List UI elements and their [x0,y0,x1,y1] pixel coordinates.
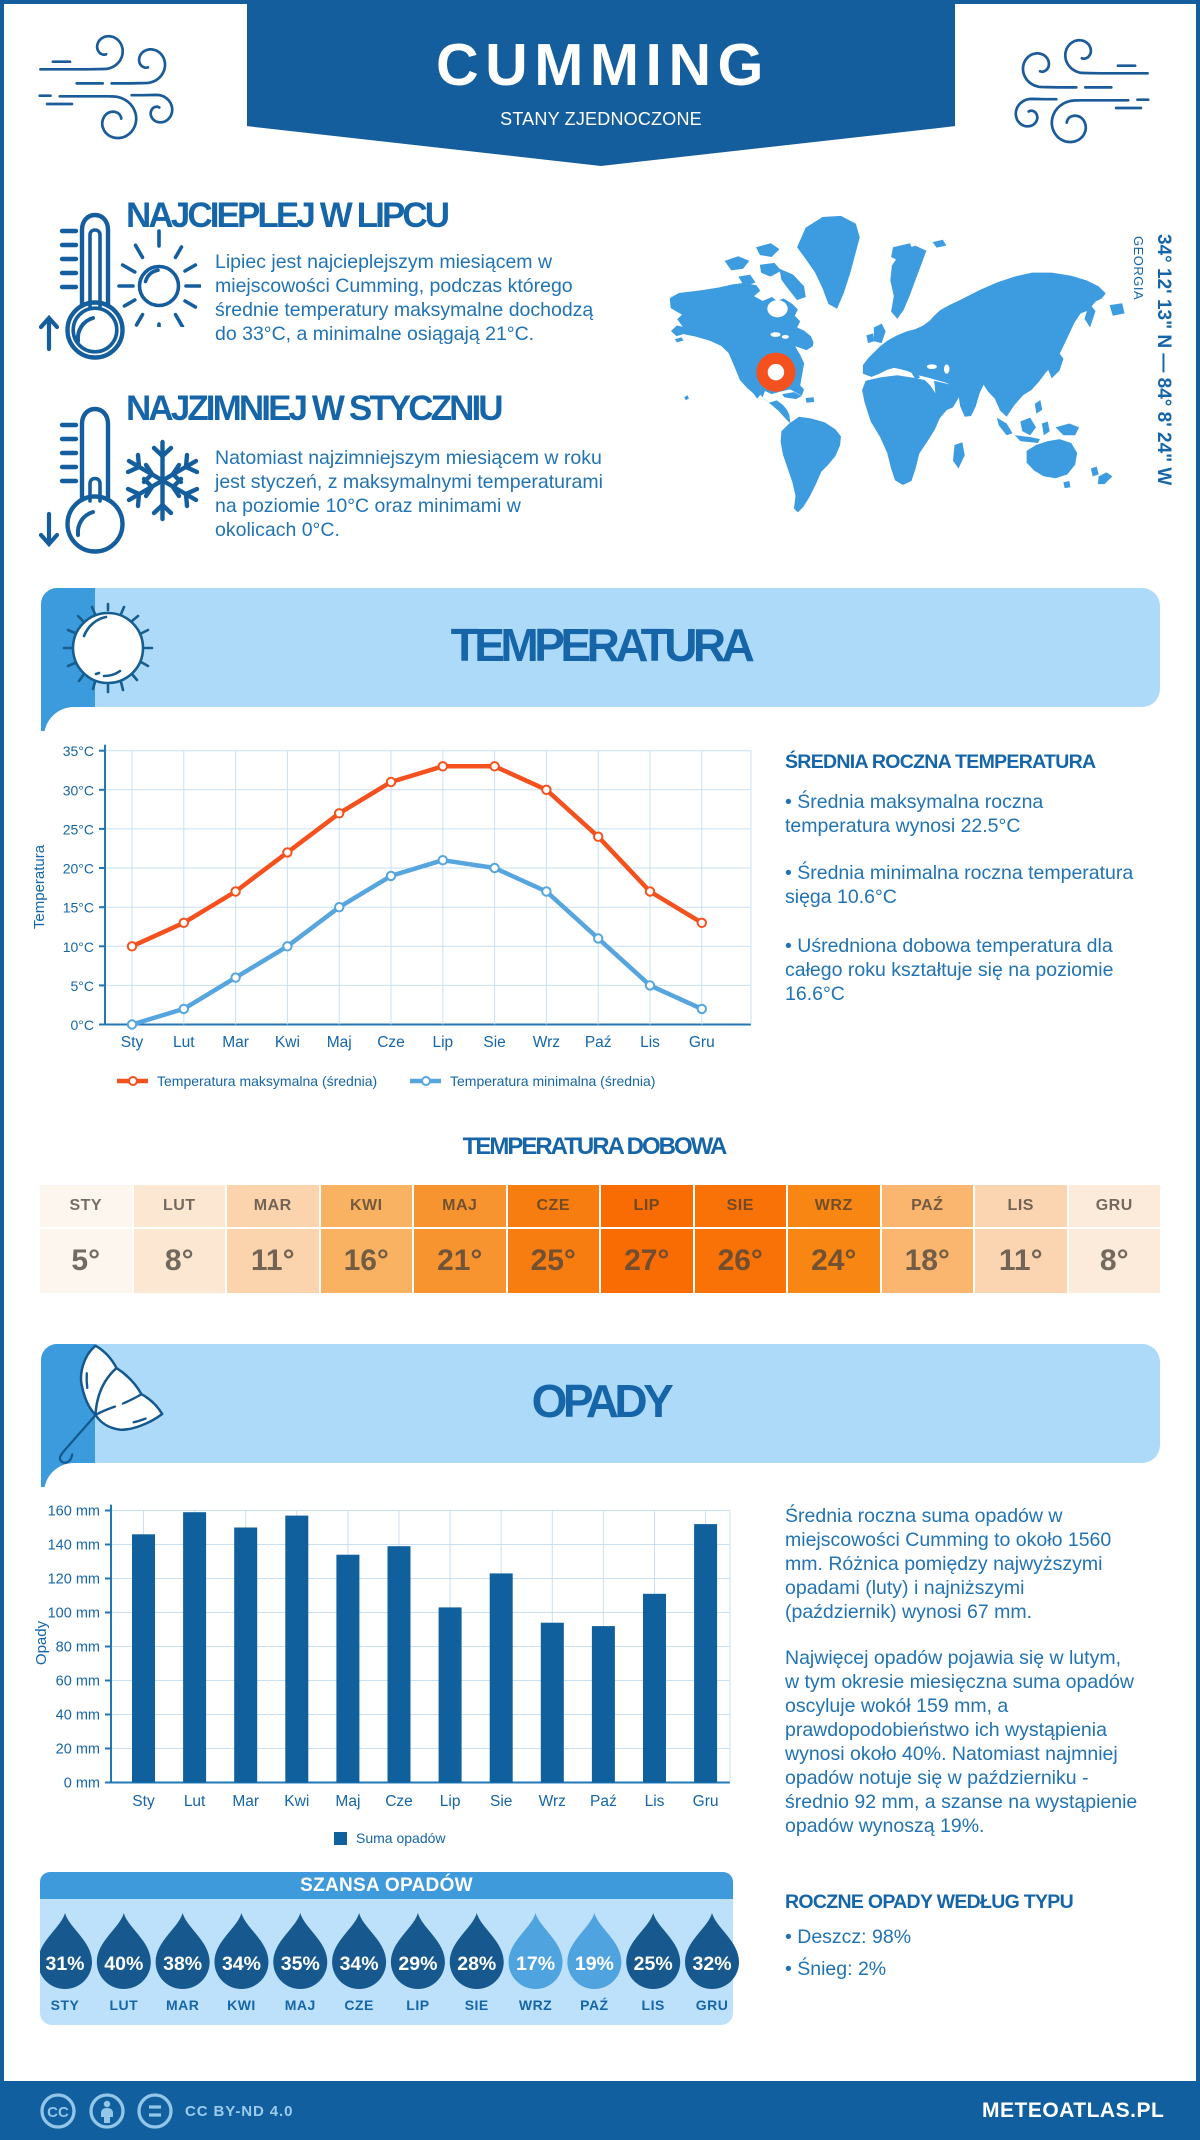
svg-text:KWI: KWI [227,1997,256,2013]
svg-text:Cze: Cze [385,1793,413,1810]
svg-text:CZE: CZE [344,1997,374,2013]
svg-text:38%: 38% [163,1953,202,1975]
svg-text:20 mm: 20 mm [56,1742,100,1758]
svg-text:60 mm: 60 mm [56,1674,100,1690]
svg-text:140 mm: 140 mm [48,1538,100,1554]
svg-text:100 mm: 100 mm [48,1606,100,1622]
svg-text:Sty: Sty [132,1793,155,1810]
svg-text:Paź: Paź [590,1793,617,1810]
svg-text:LIS: LIS [642,1997,665,2013]
svg-text:CC: CC [47,2104,69,2121]
svg-text:LIP: LIP [406,1997,429,2013]
svg-text:Mar: Mar [222,1034,249,1051]
svg-text:17%: 17% [516,1953,555,1975]
svg-text:32%: 32% [693,1953,732,1975]
svg-text:Lip: Lip [432,1034,453,1051]
svg-text:Gru: Gru [693,1793,719,1810]
svg-text:28%: 28% [457,1953,496,1975]
svg-text:160 mm: 160 mm [48,1504,100,1520]
svg-text:10°C: 10°C [63,939,94,955]
svg-text:Maj: Maj [327,1034,352,1051]
svg-text:Lis: Lis [640,1034,660,1051]
svg-text:0°C: 0°C [71,1017,95,1033]
svg-text:Sie: Sie [483,1034,505,1051]
svg-text:40%: 40% [104,1953,143,1975]
svg-text:LUT: LUT [109,1997,138,2013]
svg-text:Mar: Mar [232,1793,259,1810]
svg-text:19%: 19% [575,1953,614,1975]
svg-text:35%: 35% [281,1953,320,1975]
svg-text:Suma opadów: Suma opadów [356,1830,446,1846]
svg-text:WRZ: WRZ [519,1997,552,2013]
svg-text:Kwi: Kwi [284,1793,309,1810]
svg-text:80 mm: 80 mm [56,1640,100,1656]
svg-text:34%: 34% [222,1953,261,1975]
svg-text:STY: STY [51,1997,80,2013]
svg-text:120 mm: 120 mm [48,1572,100,1588]
svg-text:31%: 31% [45,1953,84,1975]
svg-text:15°C: 15°C [63,900,94,916]
svg-text:Kwi: Kwi [275,1034,300,1051]
svg-text:Lip: Lip [440,1793,461,1810]
svg-text:Sty: Sty [121,1034,144,1051]
svg-text:Paź: Paź [585,1034,612,1051]
svg-text:MAR: MAR [166,1997,199,2013]
svg-text:Wrz: Wrz [533,1034,560,1051]
svg-text:Temperatura minimalna (średnia: Temperatura minimalna (średnia) [450,1073,655,1089]
svg-text:Lut: Lut [184,1793,206,1810]
svg-text:Gru: Gru [689,1034,715,1051]
svg-text:Cze: Cze [377,1034,405,1051]
svg-text:30°C: 30°C [63,782,94,798]
svg-text:40 mm: 40 mm [56,1708,100,1724]
svg-text:0 mm: 0 mm [64,1776,100,1792]
svg-text:20°C: 20°C [63,861,94,877]
svg-text:MAJ: MAJ [285,1997,316,2013]
svg-text:Opady: Opady [33,1620,50,1665]
svg-text:5°C: 5°C [71,978,95,994]
svg-text:Wrz: Wrz [539,1793,566,1810]
svg-text:Lut: Lut [173,1034,195,1051]
svg-text:PAŹ: PAŹ [580,1997,608,2013]
svg-text:29%: 29% [398,1953,437,1975]
svg-text:25%: 25% [634,1953,673,1975]
svg-text:Sie: Sie [490,1793,512,1810]
svg-text:GRU: GRU [696,1997,729,2013]
svg-text:25°C: 25°C [63,821,94,837]
svg-text:Temperatura: Temperatura [31,844,48,929]
svg-text:Maj: Maj [335,1793,360,1810]
svg-text:Lis: Lis [645,1793,665,1810]
svg-text:35°C: 35°C [63,743,94,759]
svg-text:Temperatura maksymalna (średni: Temperatura maksymalna (średnia) [157,1073,377,1089]
svg-text:SIE: SIE [465,1997,489,2013]
svg-text:34%: 34% [340,1953,379,1975]
